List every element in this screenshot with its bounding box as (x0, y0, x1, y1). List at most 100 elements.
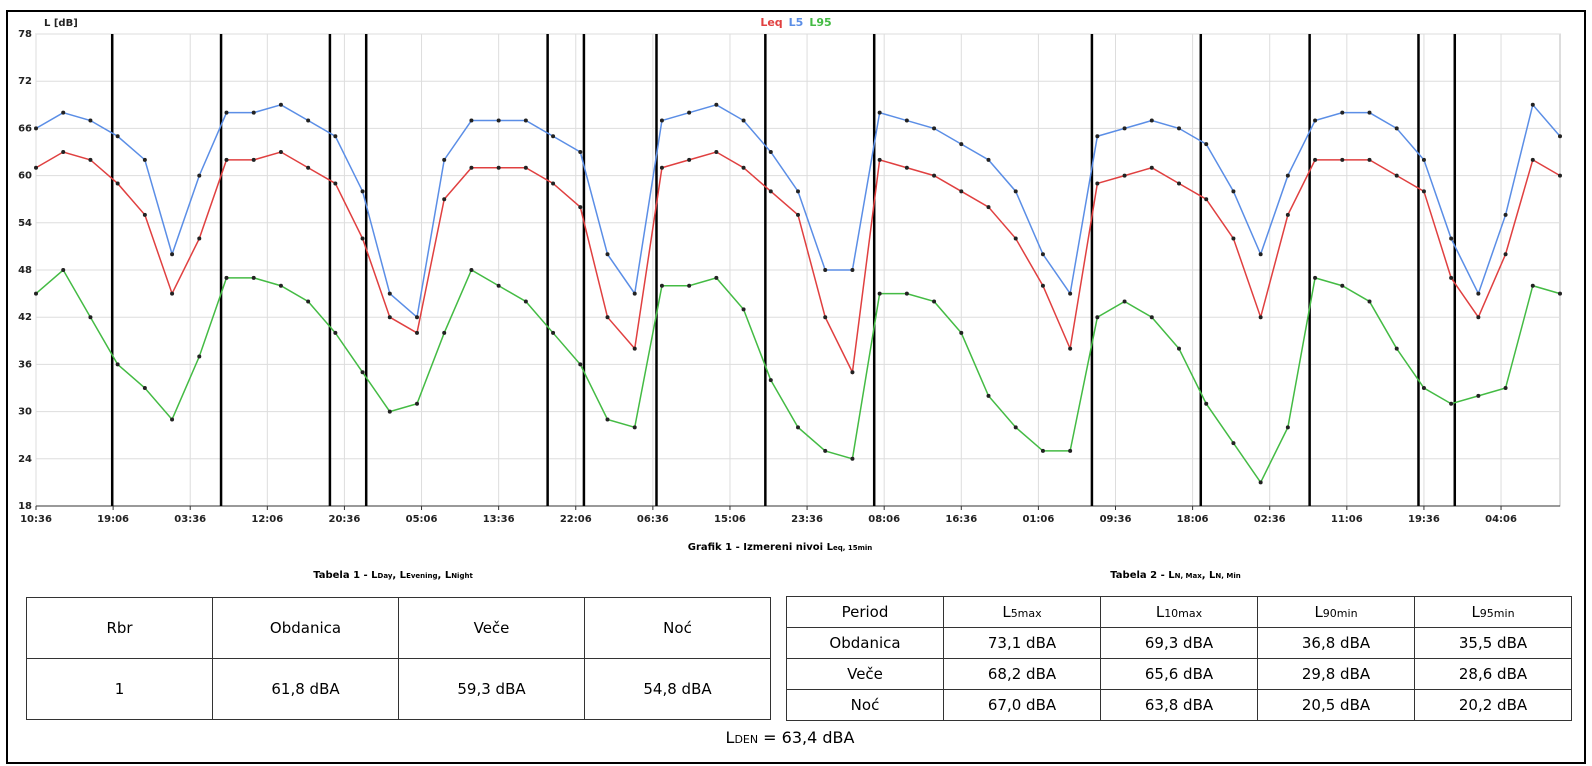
cell: 69,3 dBA (1100, 627, 1258, 659)
header-text: L (1155, 603, 1165, 621)
point (1558, 173, 1562, 178)
caption-text: , L (392, 570, 407, 581)
y-tick-label: 48 (18, 265, 32, 276)
cell: 35,5 dBA (1414, 627, 1572, 659)
point (1394, 173, 1399, 178)
point (278, 150, 283, 154)
point (170, 417, 175, 422)
legend-entry: Leq (760, 16, 782, 29)
point (850, 456, 855, 461)
point (1177, 126, 1181, 131)
x-tick-label: 13:36 (483, 514, 515, 525)
point (523, 299, 528, 304)
y-tick-label: 42 (18, 312, 32, 323)
point (224, 275, 229, 280)
table1-caption: Tabela 1 - LDay, LEvening, LNight (26, 570, 760, 581)
point (142, 157, 147, 162)
point (88, 157, 93, 162)
point (959, 189, 964, 194)
point (1476, 393, 1481, 398)
point (1367, 299, 1372, 304)
header-sub: 5max (1010, 607, 1042, 620)
point (605, 315, 610, 320)
caption-sub: Day (377, 572, 393, 580)
point (88, 118, 93, 123)
point (687, 157, 692, 162)
lden-text: = 63,4 dBA (758, 728, 855, 747)
point (415, 315, 419, 320)
header-sub: 10max (1164, 607, 1203, 620)
point (768, 189, 773, 194)
chart: L [dB] Leq L5 L95 18 24 30 36 42 48 54 60 66 72 78 10… (18, 16, 1562, 525)
header-cell: Period (786, 596, 944, 628)
point (904, 291, 909, 296)
cell: 1 (26, 658, 213, 720)
point (632, 425, 637, 430)
point (170, 291, 175, 296)
y-axis-label: L [dB] (44, 18, 78, 29)
header-cell: Veče (398, 597, 585, 659)
point (1421, 189, 1426, 194)
point (1231, 189, 1236, 194)
point (768, 150, 773, 154)
point (1068, 346, 1073, 351)
point (387, 409, 392, 414)
point (115, 362, 120, 367)
point (823, 268, 828, 272)
point (387, 315, 392, 320)
point (34, 165, 38, 170)
cell: Obdanica (786, 627, 944, 659)
point (1476, 291, 1481, 296)
point (1394, 346, 1399, 351)
point (1558, 291, 1562, 296)
table2-caption: Tabela 2 - LN, Max, LN, Min (786, 570, 1565, 581)
point (578, 362, 583, 367)
point (34, 291, 38, 296)
y-tick-label: 36 (18, 359, 32, 370)
point (1476, 315, 1481, 320)
point (986, 157, 991, 162)
point (796, 189, 800, 194)
point (1177, 346, 1181, 351)
header-cell: Obdanica (212, 597, 399, 659)
point (251, 275, 256, 280)
point (741, 165, 746, 170)
point (551, 330, 556, 335)
point (687, 283, 692, 288)
header-text: L (1002, 603, 1011, 621)
point (1095, 315, 1100, 320)
point (1095, 181, 1100, 186)
legend-entry: L5 (789, 16, 804, 29)
y-tick-label: 66 (18, 123, 32, 134)
point (1258, 315, 1263, 320)
point (415, 330, 419, 335)
point (224, 157, 229, 162)
header-text: L (1471, 603, 1480, 621)
point (34, 126, 38, 131)
point (1421, 157, 1426, 162)
point (1313, 157, 1318, 162)
header-cell: L95min (1414, 596, 1572, 628)
point (1068, 291, 1073, 296)
cell: 59,3 dBA (398, 658, 585, 720)
point (1530, 157, 1535, 162)
point (796, 212, 800, 217)
point (1095, 134, 1100, 139)
point (551, 134, 556, 139)
x-tick-label: 03:36 (174, 514, 206, 525)
point (1503, 386, 1508, 390)
caption-sub: N, Min (1215, 572, 1241, 580)
point (142, 386, 147, 390)
x-tick-label: 06:36 (637, 514, 669, 525)
x-tick-label: 23:36 (791, 514, 823, 525)
x-tick-label: 05:06 (406, 514, 438, 525)
header-sub: 95min (1479, 607, 1515, 620)
point (1149, 165, 1154, 170)
point (1122, 126, 1127, 131)
caption-text: Grafik 1 - Izmereni nivoi L (687, 542, 833, 553)
header-text: L (1314, 603, 1323, 621)
header-cell: L10max (1100, 596, 1258, 628)
point (932, 126, 937, 131)
x-tick-label: 09:36 (1100, 514, 1132, 525)
point (1394, 126, 1399, 131)
